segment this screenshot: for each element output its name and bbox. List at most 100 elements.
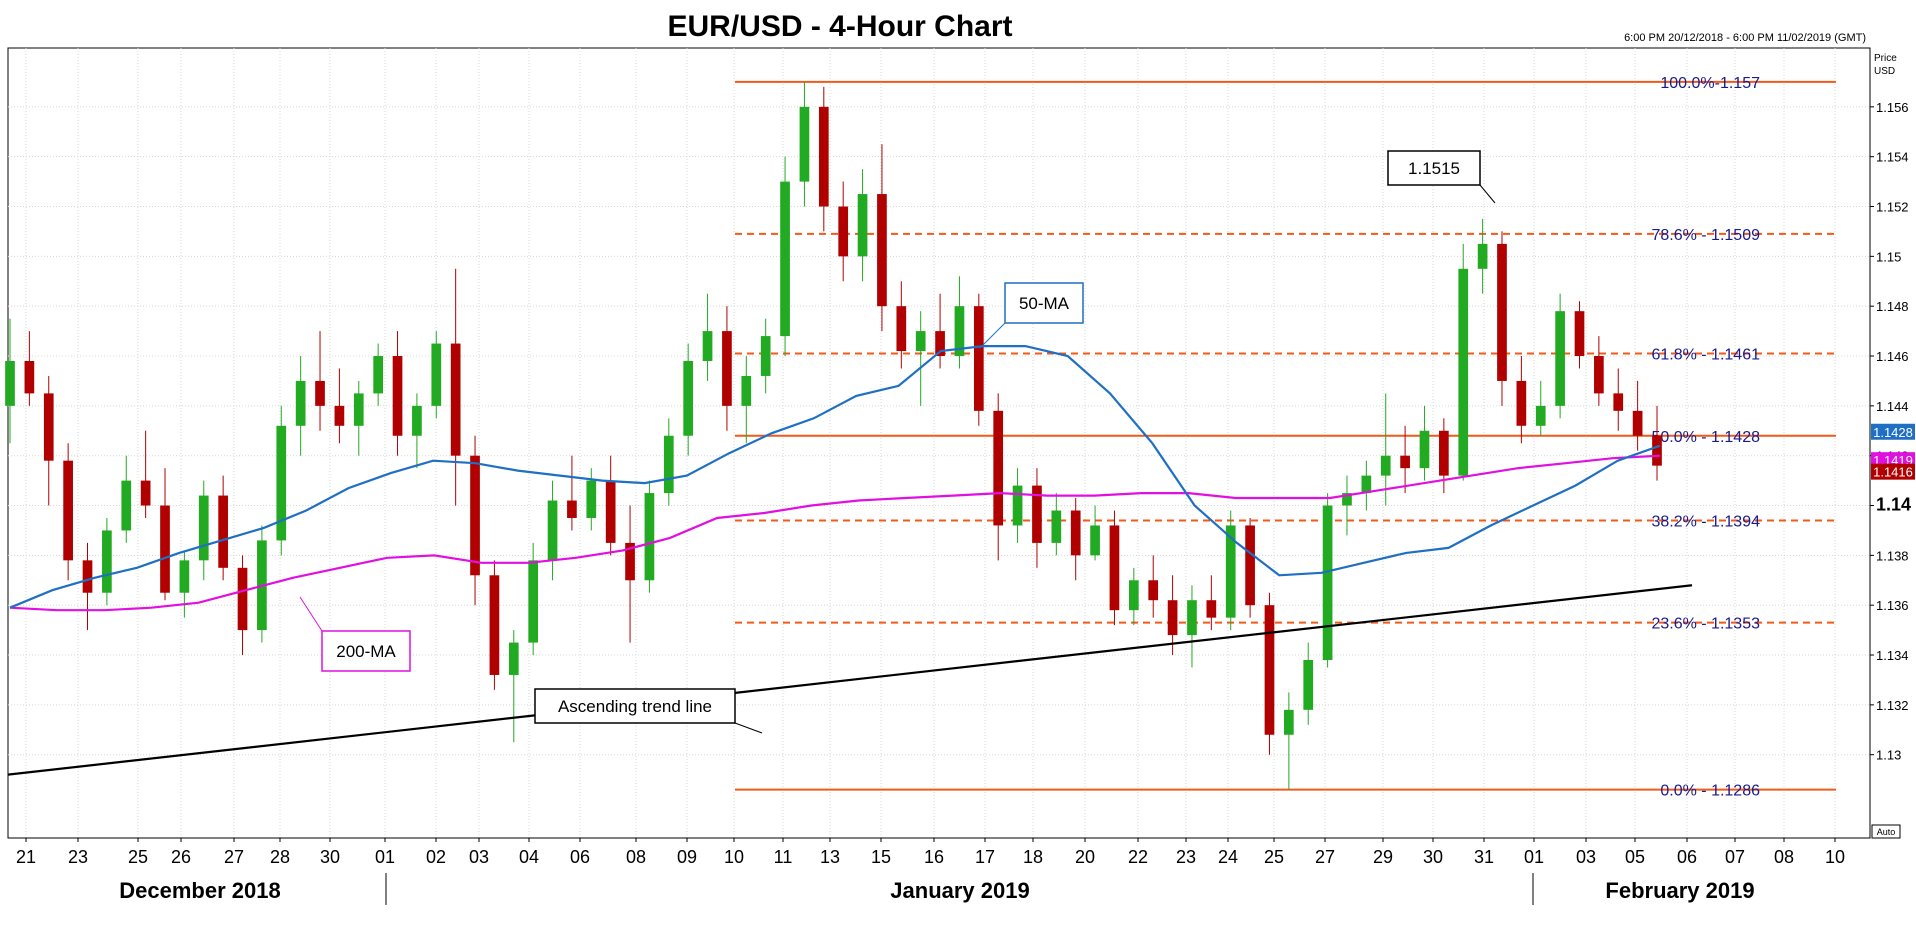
price-tick-label: 1.15 — [1876, 249, 1901, 264]
candle-body — [528, 560, 539, 643]
currency-label: USD — [1874, 66, 1895, 77]
fib-level-label: 50.0% - 1.1428 — [1651, 429, 1760, 446]
ma50-line — [9, 345, 1661, 609]
price-tick-label: 1.152 — [1876, 200, 1909, 215]
ma200-annotation-box — [321, 630, 411, 672]
time-tick-label: 23 — [1176, 847, 1196, 867]
time-tick-label: 25 — [128, 847, 148, 867]
candle-body — [1148, 580, 1159, 601]
fib-level-label: 78.6% - 1.1509 — [1651, 227, 1760, 244]
trend-annotation-box — [534, 688, 736, 724]
candle-body — [315, 380, 325, 406]
candle-body — [412, 405, 422, 436]
candle-body — [586, 480, 597, 518]
candle-body — [1322, 505, 1333, 661]
ma200-line — [9, 454, 1661, 612]
candle-body — [1516, 380, 1527, 426]
peak-annotation-leader — [1479, 184, 1496, 204]
trend-annotation-leader — [734, 722, 763, 734]
candle-body — [1361, 475, 1372, 494]
candle-body — [954, 306, 965, 357]
price-label: Price — [1874, 53, 1897, 64]
candle-body — [1090, 525, 1100, 556]
time-tick-label: 24 — [1218, 847, 1238, 867]
candle-body — [644, 493, 655, 581]
time-tick-label: 05 — [1625, 847, 1645, 867]
candle-body — [179, 560, 190, 593]
time-tick-label: 25 — [1264, 847, 1284, 867]
time-tick-label: 03 — [1576, 847, 1596, 867]
price-tag-label: 1.1416 — [1873, 465, 1913, 480]
price-tick-label: 1.156 — [1876, 100, 1909, 115]
peak-annotation-label: 1.1515 — [1408, 159, 1460, 178]
price-tick-label: 1.148 — [1876, 299, 1909, 314]
time-tick-label: 06 — [570, 847, 590, 867]
ma50-annotation-box — [1004, 282, 1084, 324]
time-tick-label: 02 — [426, 847, 446, 867]
candle-body — [102, 530, 112, 593]
ma200-annotation-leader — [299, 596, 323, 632]
candle-body — [1400, 455, 1410, 469]
candle-body — [683, 361, 694, 436]
candle-body — [1458, 268, 1469, 476]
time-tick-label: 04 — [519, 847, 539, 867]
price-tick-label: 1.14 — [1876, 495, 1911, 515]
candle-body — [799, 106, 810, 182]
candle-body — [82, 560, 93, 593]
fib-level-label: 100.0%-1.157 — [1660, 75, 1760, 92]
month-label: December 2018 — [119, 878, 280, 903]
time-tick-label: 01 — [375, 847, 395, 867]
candle-body — [1128, 580, 1139, 611]
time-tick-label: 27 — [224, 847, 244, 867]
price-tag-label: 1.1428 — [1873, 425, 1913, 440]
candle-body — [373, 356, 383, 394]
candle-body — [760, 336, 771, 376]
candle-body — [722, 331, 732, 406]
price-tick-label: 1.132 — [1876, 698, 1909, 713]
time-tick-label: 27 — [1315, 847, 1335, 867]
candle-body — [334, 405, 345, 426]
fib-layer: 100.0%-1.157 78.6% - 1.1509 61.8% - 1.1461… — [735, 75, 1836, 800]
time-tick-label: 23 — [68, 847, 88, 867]
candle-body — [1070, 510, 1081, 556]
trend-line — [7, 584, 1693, 776]
time-tick-label: 10 — [1825, 847, 1845, 867]
candle-body — [625, 542, 635, 581]
line-layer — [7, 345, 1693, 776]
time-tick-label: 18 — [1023, 847, 1043, 867]
candle-body — [877, 194, 887, 307]
time-tick-label: 03 — [469, 847, 489, 867]
candle-body — [1109, 525, 1120, 611]
price-tick-label: 1.134 — [1876, 648, 1909, 663]
candle-body — [567, 500, 577, 518]
candle-body — [121, 480, 132, 531]
candle-body — [489, 575, 500, 675]
time-tick-label: 07 — [1725, 847, 1745, 867]
candle-layer — [5, 81, 1662, 790]
candle-body — [1167, 600, 1178, 636]
candle-body — [1652, 435, 1662, 466]
candle-body — [450, 343, 461, 456]
candle-body — [780, 181, 790, 337]
price-tag — [1871, 423, 1915, 440]
candle-body — [1206, 600, 1217, 618]
time-tick-label: 22 — [1128, 847, 1148, 867]
candle-body — [935, 331, 945, 357]
candle-body — [218, 495, 228, 568]
plot-frame — [7, 47, 1871, 839]
candle-body — [1264, 605, 1275, 735]
time-tick-label: 16 — [924, 847, 944, 867]
candle-body — [392, 356, 403, 436]
price-tick-label: 1.146 — [1876, 349, 1909, 364]
candle-body — [470, 455, 480, 576]
candle-body — [1245, 525, 1255, 606]
candle-body — [1555, 311, 1565, 406]
candle-body — [1477, 243, 1488, 269]
auto-button[interactable] — [1871, 824, 1901, 839]
time-tick-label: 09 — [677, 847, 697, 867]
candle-body — [973, 306, 984, 411]
month-label: February 2019 — [1605, 878, 1754, 903]
time-tick-label: 29 — [1373, 847, 1393, 867]
candle-body — [1613, 393, 1624, 411]
time-tick-label: 01 — [1524, 847, 1544, 867]
